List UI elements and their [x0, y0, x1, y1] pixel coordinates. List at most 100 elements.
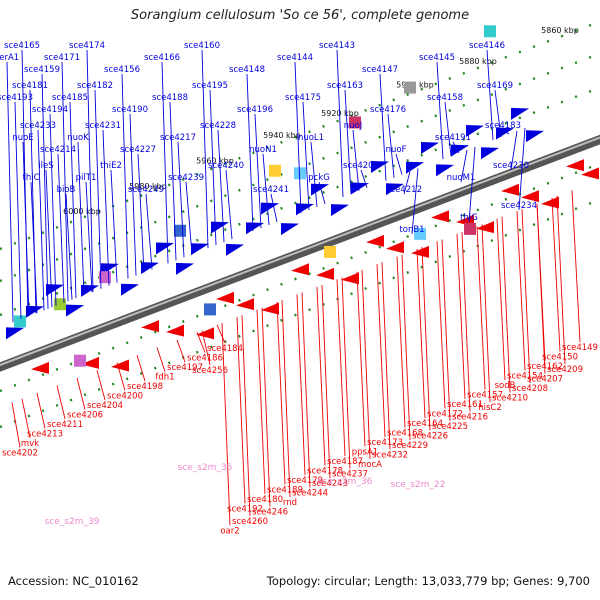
gene-label-bottom: sce4213	[27, 430, 63, 440]
reverse-gene-arrow	[141, 320, 159, 333]
gene-label-top: sce4240	[208, 161, 244, 171]
backbone-line	[0, 134, 600, 372]
leader-line-top	[85, 181, 93, 293]
gene-label-top: sce4230	[493, 161, 529, 171]
gene-label-top: nuoL1	[298, 133, 324, 143]
leader-line-top	[262, 153, 270, 226]
forward-gene-arrow	[81, 284, 99, 297]
leader-line-bottom	[76, 377, 86, 410]
leader-line-top	[411, 168, 419, 235]
gene-label-top: sce4188	[152, 93, 188, 103]
leader-line-bottom	[496, 218, 506, 381]
forward-gene-arrow	[421, 142, 439, 155]
gene-label-top: bioB	[57, 185, 76, 195]
gene-label-top: sce4163	[327, 81, 363, 91]
forward-gene-arrow	[156, 242, 174, 255]
leader-line-top	[57, 153, 65, 303]
reverse-gene-arrow	[216, 291, 234, 304]
reverse-gene-arrow	[386, 241, 404, 254]
gene-label-top: nuoM1	[447, 173, 476, 183]
gene-label-top: sce4160	[184, 41, 220, 51]
leader-line-bottom	[436, 241, 446, 409]
leader-line-top	[185, 181, 193, 255]
feature-domain-box	[464, 222, 476, 235]
reverse-gene-arrow	[411, 245, 429, 258]
reverse-gene-arrow	[291, 263, 309, 276]
gene-label-top: sce4214	[40, 145, 76, 155]
reverse-gene-arrow	[111, 359, 129, 372]
forward-gene-arrow	[451, 144, 469, 157]
leader-line-bottom	[136, 354, 146, 382]
feature-domain-box	[269, 164, 281, 177]
gene-label-top: sce4146	[469, 41, 505, 51]
rna-label: sce_s2m_35	[178, 463, 233, 473]
gene-label-top: sce4175	[285, 93, 321, 103]
leader-line-bottom	[441, 239, 451, 422]
forward-gene-arrow	[246, 222, 264, 235]
gene-label-bottom: sce4208	[512, 384, 548, 394]
leader-line-bottom	[516, 211, 526, 371]
gene-label-top: nuoK	[67, 133, 89, 143]
reverse-gene-arrow	[196, 327, 214, 340]
leader-line-bottom	[361, 269, 371, 460]
forward-gene-arrow	[296, 203, 314, 216]
gene-label-top: sce4143	[319, 41, 355, 51]
leader-line-top	[161, 61, 169, 264]
leader-line-bottom	[316, 286, 326, 466]
gene-label-bottom: mvk	[21, 439, 39, 449]
feature-domain-box	[54, 298, 66, 311]
gene-label-bottom: sce4204	[87, 401, 123, 411]
reverse-gene-arrow	[581, 167, 599, 180]
reverse-gene-arrow	[31, 361, 49, 374]
leader-line-top	[45, 169, 53, 308]
gene-label-top: sce4193	[0, 93, 33, 103]
leader-line-bottom	[36, 392, 46, 429]
leader-line-top	[494, 89, 502, 138]
gene-label-top: sce4166	[144, 53, 180, 63]
reverse-gene-arrow	[236, 298, 254, 311]
leader-line-bottom	[56, 385, 66, 420]
forward-gene-arrow	[436, 164, 454, 177]
leader-line-top	[94, 89, 102, 289]
forward-gene-arrow	[386, 183, 404, 196]
gene-label-bottom: sce4229	[392, 441, 428, 451]
gene-label-top: sce4212	[386, 185, 422, 195]
reverse-gene-arrow	[366, 234, 384, 247]
gene-label-top: sce4196	[237, 105, 273, 115]
gene-label-top: ileS	[38, 161, 53, 171]
gene-label-top: sce4181	[12, 81, 48, 91]
gene-label-top: thiC	[22, 173, 39, 183]
leader-line-bottom	[116, 362, 126, 391]
rna-label: sce_s2m_36	[318, 477, 373, 487]
gene-label-bottom: sce4243	[312, 479, 348, 489]
leader-line-top	[121, 73, 129, 279]
leader-line-top	[177, 141, 185, 258]
leader-line-bottom	[461, 231, 471, 412]
forward-gene-arrow	[6, 327, 24, 340]
gene-label-bottom: sce4207	[527, 375, 563, 385]
gene-label-top: sce4169	[477, 81, 513, 91]
leader-line-bottom	[501, 216, 511, 393]
gene-label-bottom: sce4189	[267, 486, 303, 496]
forward-gene-arrow	[176, 262, 194, 275]
leader-line-bottom	[481, 224, 491, 403]
reverse-gene-arrow	[566, 159, 584, 172]
gene-label-bottom: sce4237	[332, 470, 368, 480]
leader-line-bottom	[536, 203, 546, 374]
leader-line-top	[246, 73, 254, 232]
gene-label-bottom: sce4198	[127, 382, 163, 392]
gene-label-top: pilT1	[76, 173, 97, 183]
feature-domain-box	[99, 271, 111, 284]
leader-line-top	[387, 113, 395, 178]
leader-line-bottom	[221, 322, 231, 526]
leader-line-top	[360, 169, 368, 189]
gene-label-bottom: sce4209	[547, 365, 583, 375]
gene-label-bottom: sce4179	[287, 476, 323, 486]
leader-line-top	[30, 181, 38, 313]
leader-line-top	[352, 129, 360, 191]
tick-lane-3	[0, 162, 600, 393]
gene-label-bottom: sce4178	[307, 467, 343, 477]
gene-label-top: sce4241	[253, 185, 289, 195]
tick-lane-4	[0, 198, 600, 429]
leader-line-bottom	[521, 209, 531, 384]
